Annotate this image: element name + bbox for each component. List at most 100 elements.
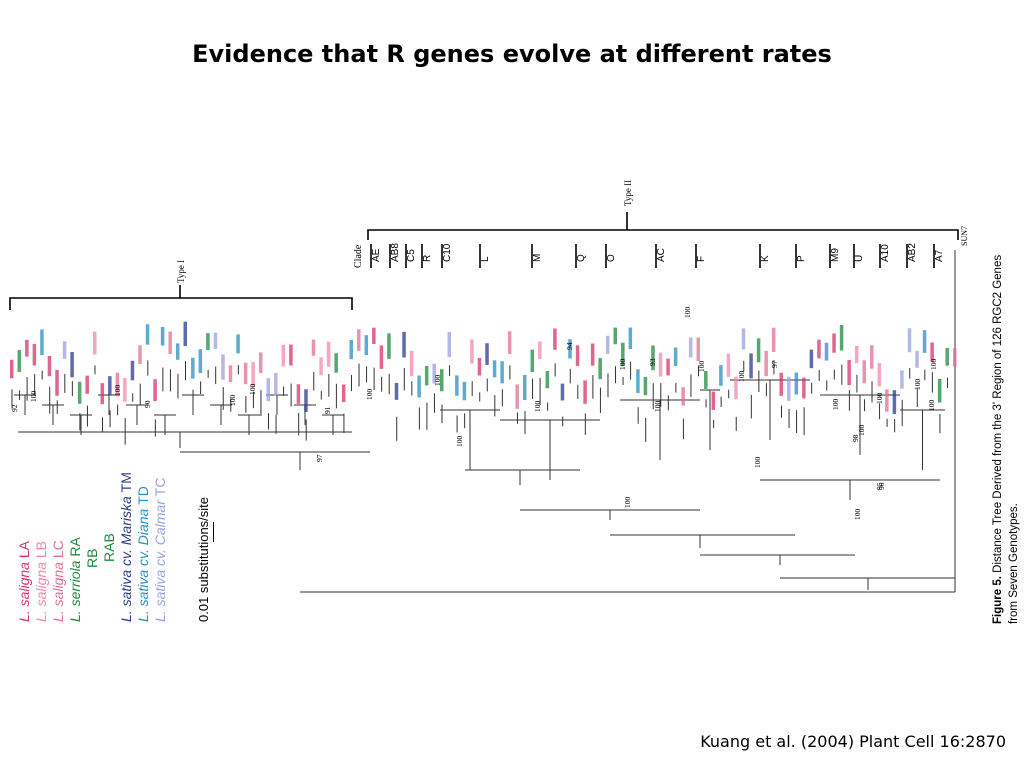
leaf-label-mark — [530, 349, 535, 373]
leaf-label-mark — [945, 347, 949, 366]
leaf-label-mark — [387, 333, 391, 359]
leaf-label-mark — [160, 326, 165, 346]
caption-text-1: Distance Tree Derived from the 3' Region… — [992, 254, 1004, 573]
legend-entry: RAB — [101, 533, 117, 562]
leaf-label-mark — [953, 348, 957, 367]
legend-species: L. serriola — [67, 556, 83, 622]
leaf-label-mark — [311, 339, 316, 356]
legend-code: LC — [50, 540, 66, 559]
leaf-label-mark — [175, 343, 180, 360]
bootstrap-value: 90 — [143, 400, 152, 408]
citation: Kuang et al. (2004) Plant Cell 16:2870 — [700, 732, 1006, 751]
leaf-label-mark — [651, 345, 655, 371]
type1-label: Type I — [176, 259, 186, 283]
leaf-label-mark — [915, 350, 919, 368]
leaf-label-mark — [696, 337, 701, 361]
clade-brackets — [9, 212, 959, 310]
legend-entry: L. sativa cv. Calmar TC — [152, 478, 168, 622]
legend-species: L. saligna — [16, 558, 32, 622]
leaf-label-mark — [213, 332, 218, 349]
leaf-label-mark — [688, 337, 693, 358]
caption-label: Figure 5. — [992, 576, 1004, 624]
leaf-label-mark — [274, 373, 278, 396]
bootstrap-value: 100 — [831, 399, 840, 411]
leaf-label-mark — [583, 380, 587, 404]
bootstrap-value: 100 — [248, 384, 257, 396]
clade-label: M9 — [830, 248, 841, 262]
legend-species: L. sativa cv. Diana — [135, 504, 151, 622]
leaf-label-mark — [289, 344, 293, 366]
leaf-label-mark — [432, 363, 436, 384]
clade-label: C10 — [442, 243, 453, 262]
legend-code: TC — [152, 477, 168, 497]
leaf-label-mark — [500, 361, 504, 384]
legend-code: RA — [67, 537, 83, 557]
leaf-label-mark — [877, 363, 882, 387]
bootstrap-value: 91 — [323, 406, 332, 414]
clade-label: O — [606, 254, 617, 262]
leaf-label-mark — [673, 347, 678, 366]
leaf-label-mark — [341, 384, 346, 403]
leaf-label-mark — [334, 353, 338, 373]
bootstrap-value: 100 — [455, 436, 464, 448]
leaf-label-mark — [198, 349, 203, 374]
bootstrap-value: 92 — [10, 404, 19, 412]
leaf-label-mark — [870, 345, 874, 369]
leaf-label-mark — [515, 384, 519, 409]
legend-species: L. sativa cv. Mariska — [118, 492, 134, 622]
leaf-label-mark — [108, 376, 112, 395]
leaf-label-mark — [930, 342, 934, 362]
leaf-label-mark — [357, 329, 361, 351]
clade-label: R — [422, 255, 433, 262]
bootstrap-value: 100 — [853, 509, 862, 521]
leaf-labels — [10, 321, 957, 415]
leaf-label-mark — [756, 338, 761, 363]
leaf-label-mark — [206, 333, 210, 351]
bootstrap-value: 100 — [533, 401, 542, 413]
leaf-label-mark — [281, 344, 286, 367]
clade-label: K — [760, 255, 771, 262]
leaf-label-mark — [145, 324, 150, 345]
leaf-label-mark — [666, 358, 670, 376]
clade-label: F — [696, 256, 707, 262]
leaf-label-mark — [394, 382, 399, 400]
clade-header: Clade — [353, 244, 364, 268]
leaf-label-mark — [726, 353, 731, 377]
clade-label: C5 — [406, 249, 417, 262]
legend-code: RAB — [101, 533, 117, 562]
leaf-label-mark — [62, 341, 67, 359]
leaf-label-mark — [130, 360, 135, 381]
leaf-label-mark — [900, 370, 904, 389]
legend-entry: L. serriola RA — [67, 537, 83, 622]
clade-label: A10 — [880, 244, 891, 262]
bootstrap-value: 100 — [875, 393, 884, 405]
clade-label: M — [532, 254, 543, 262]
leaf-label-mark — [372, 327, 376, 345]
leaf-label-mark — [711, 391, 716, 410]
legend-code: LB — [33, 541, 49, 559]
leaf-label-mark — [658, 352, 663, 377]
leaf-label-mark — [402, 331, 406, 358]
leaf-label-mark — [266, 378, 270, 402]
bootstrap-value: 100 — [753, 457, 762, 469]
clade-label: U — [854, 255, 865, 262]
bootstrap-value: 100 — [618, 359, 627, 371]
leaf-label-mark — [221, 354, 225, 380]
leaf-label-mark — [228, 365, 233, 383]
bootstrap-value: 100 — [927, 400, 936, 412]
legend-entry: L. saligna LB — [33, 541, 49, 622]
leaf-label-mark — [749, 353, 753, 379]
leaf-label-mark — [598, 358, 602, 380]
figure-caption-line2: from Seven Genotypes. — [1008, 503, 1020, 624]
leaf-label-mark — [379, 345, 384, 369]
legend-species: L. sativa cv. Calmar — [152, 496, 168, 622]
bootstrap-value: 100 — [857, 425, 866, 437]
leaf-label-mark — [787, 376, 791, 401]
leaf-label-mark — [168, 331, 172, 355]
leaf-label-mark — [100, 383, 105, 405]
legend-species: L. saligna — [33, 558, 49, 622]
leaf-label-mark — [839, 324, 844, 351]
clade-label: AE — [371, 248, 382, 262]
leaf-label-mark — [809, 349, 814, 369]
leaf-label-mark — [794, 372, 799, 395]
